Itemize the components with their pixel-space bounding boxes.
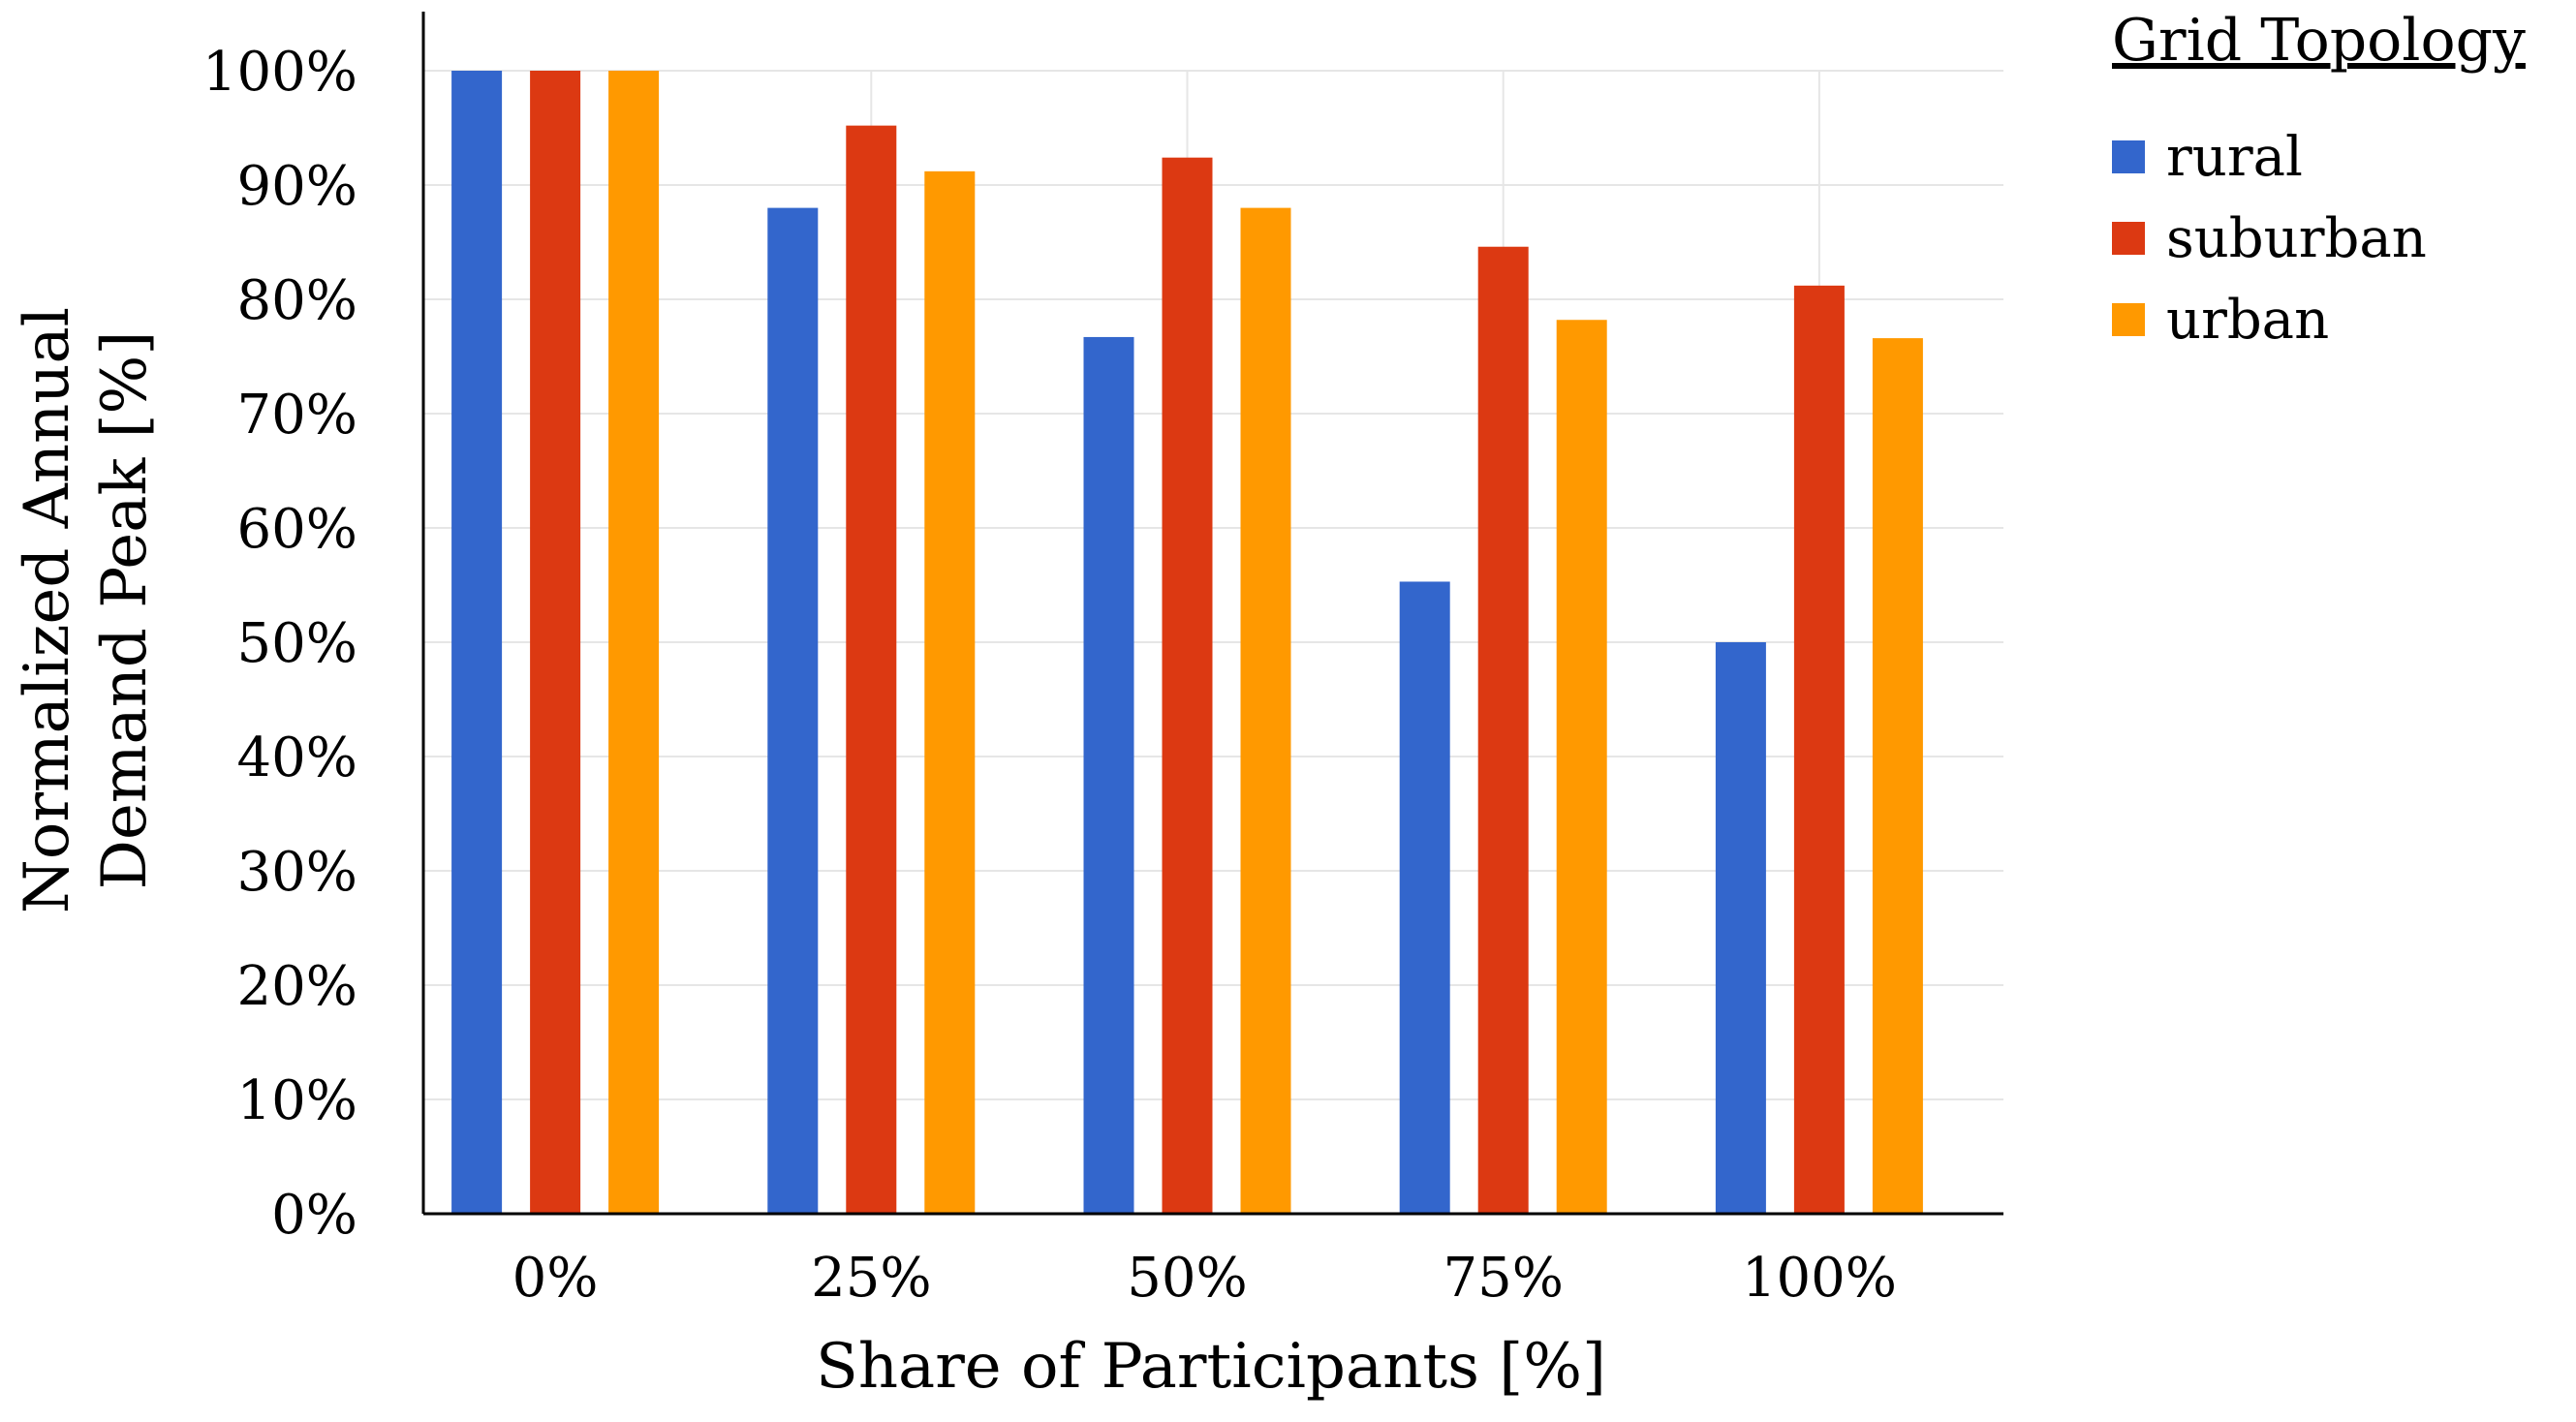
bar-suburban-1 <box>846 125 897 1214</box>
bar-rural-1 <box>767 207 819 1215</box>
y-tick-labels: 0% 10% 20% 30% 40% 50% 60% 70% 80% 90% 100% <box>202 41 357 1247</box>
y-tick-label: 60% <box>237 498 357 561</box>
bar-rural-4 <box>1715 642 1766 1214</box>
bar-suburban-2 <box>1162 157 1213 1215</box>
gridlines <box>423 70 2003 1215</box>
y-tick-label: 40% <box>237 726 357 789</box>
y-tick-label: 70% <box>237 384 357 447</box>
legend-label-rural: rural <box>2166 126 2303 189</box>
bar-rural-0 <box>451 71 503 1214</box>
bar-urban-0 <box>608 71 660 1214</box>
legend-label-suburban: suburban <box>2166 207 2427 270</box>
bar-urban-2 <box>1240 207 1291 1215</box>
x-axis-title: Share of Participants [%] <box>816 1331 1606 1403</box>
x-tick-label: 0% <box>512 1247 599 1310</box>
y-tick-label: 30% <box>237 841 357 904</box>
x-tick-label: 25% <box>811 1247 931 1310</box>
bar-rural-3 <box>1399 581 1450 1214</box>
legend-title: Grid Topology <box>2112 7 2526 75</box>
legend: Grid Topology rural suburban urban <box>2112 7 2526 352</box>
bar-rural-2 <box>1083 336 1134 1214</box>
bar-urban-3 <box>1556 320 1607 1214</box>
y-tick-label: 100% <box>202 41 357 104</box>
y-tick-label: 50% <box>237 612 357 675</box>
bar-urban-4 <box>1872 338 1923 1214</box>
y-tick-label: 10% <box>237 1069 357 1132</box>
bar-suburban-4 <box>1793 285 1845 1215</box>
legend-swatch-rural <box>2112 140 2145 173</box>
x-tick-label: 100% <box>1742 1247 1897 1310</box>
x-tick-label: 75% <box>1443 1247 1563 1310</box>
legend-swatch-urban <box>2112 303 2145 336</box>
y-axis-title-line-2: Demand Peak [%] <box>89 331 161 890</box>
y-axis-title-line-1: Normalized Annual <box>12 307 83 913</box>
legend-swatch-suburban <box>2112 222 2145 255</box>
bar-suburban-0 <box>530 71 581 1214</box>
y-tick-label: 90% <box>237 155 357 218</box>
bar-urban-1 <box>924 170 976 1215</box>
legend-label-urban: urban <box>2166 289 2329 352</box>
axes <box>421 12 2003 1216</box>
axis-titles: Share of Participants [%] Normalized Ann… <box>12 307 1606 1403</box>
bars <box>451 71 1923 1215</box>
bar-suburban-3 <box>1477 246 1529 1215</box>
y-tick-label: 80% <box>237 269 357 332</box>
y-tick-label: 0% <box>271 1184 357 1247</box>
x-tick-labels: 0% 25% 50% 75% 100% <box>512 1247 1897 1310</box>
x-tick-label: 50% <box>1127 1247 1247 1310</box>
y-tick-label: 20% <box>237 955 357 1018</box>
